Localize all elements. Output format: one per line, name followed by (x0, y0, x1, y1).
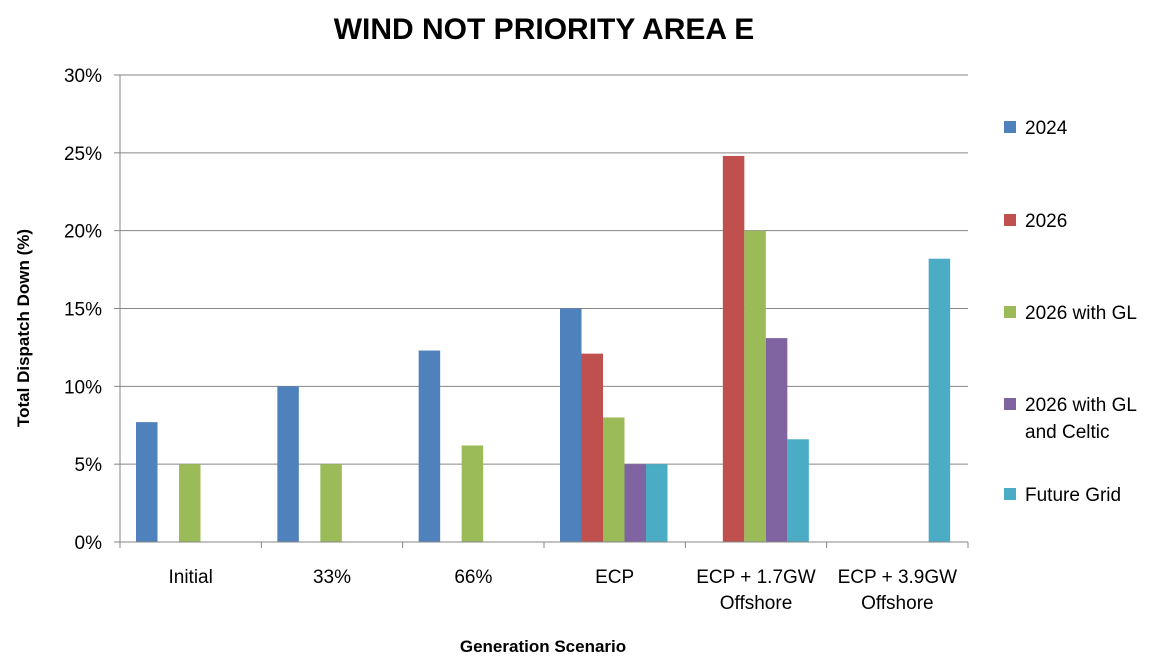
bar (624, 464, 646, 542)
x-tick-label: 33% (313, 567, 351, 588)
x-tick-label: ECP + 1.7GW (696, 567, 816, 588)
x-tick-label: Initial (168, 567, 212, 588)
y-tick-label: 25% (64, 144, 102, 165)
y-tick-labels: 0% 5% 10% 15% 20% 25% 30% (64, 66, 102, 554)
legend-label: 2024 (1025, 118, 1068, 139)
bar (461, 445, 484, 542)
y-tick-label: 10% (64, 377, 102, 398)
bar (179, 464, 201, 542)
legend-swatch (1004, 398, 1016, 410)
x-tick-labels: Initial 33% 66% ECP ECP + 1.7GW Offshore ECP +… (168, 567, 957, 614)
x-tick-label: 66% (454, 567, 492, 588)
y-tick-label: 20% (64, 222, 102, 243)
x-tick-label: Offshore (720, 593, 793, 614)
legend-label: 2026 (1025, 211, 1067, 232)
x-tick-label: ECP + 3.9GW (838, 567, 958, 588)
bar (277, 386, 299, 542)
x-tick-label: Offshore (861, 593, 934, 614)
legend: 2024 2026 2026 with GL 2026 with GL and Celt… (1004, 118, 1137, 506)
legend-swatch (1004, 121, 1016, 133)
x-axis-title: Generation Scenario (460, 637, 626, 656)
x-tick-label: ECP (595, 567, 634, 588)
bar (787, 439, 809, 542)
y-tick-label: 0% (75, 533, 103, 554)
bar (928, 258, 951, 542)
legend-label: and Celtic (1025, 422, 1110, 443)
chart-title: WIND NOT PRIORITY AREA E (334, 13, 755, 46)
bar (603, 417, 625, 542)
bar (646, 464, 668, 542)
bar (581, 353, 603, 542)
legend-label: 2026 with GL (1025, 395, 1137, 416)
bar (744, 230, 766, 542)
bar (418, 350, 441, 542)
y-tick-label: 30% (64, 66, 102, 87)
legend-swatch (1004, 488, 1016, 500)
bar (136, 422, 158, 542)
legend-label: Future Grid (1025, 485, 1121, 506)
legend-label: 2026 with GL (1025, 303, 1137, 324)
legend-swatch (1004, 214, 1016, 226)
bar (320, 464, 342, 542)
bar (560, 308, 582, 542)
bars (136, 155, 951, 543)
bar (722, 155, 745, 543)
bar (765, 338, 788, 542)
y-tick-label: 15% (64, 300, 102, 321)
legend-swatch (1004, 306, 1016, 318)
y-tick-label: 5% (75, 455, 103, 476)
axes (114, 74, 969, 548)
gridlines (120, 74, 968, 465)
y-axis-title: Total Dispatch Down (%) (14, 229, 33, 427)
